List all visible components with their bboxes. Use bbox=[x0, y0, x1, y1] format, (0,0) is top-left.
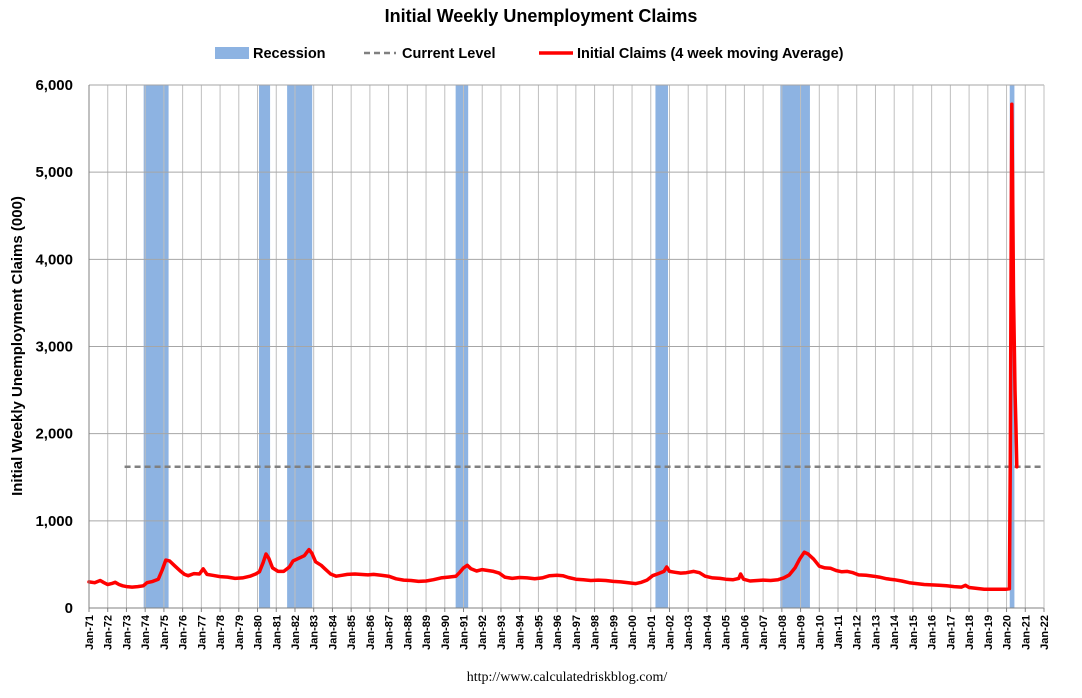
x-tick-label: Jan-21 bbox=[1020, 615, 1032, 650]
x-tick-label: Jan-11 bbox=[833, 615, 845, 649]
x-tick-label: Jan-80 bbox=[253, 615, 265, 650]
source-url: http://www.calculatedriskblog.com/ bbox=[467, 670, 668, 685]
x-tick-label: Jan-10 bbox=[814, 615, 826, 650]
x-tick-label: Jan-90 bbox=[440, 615, 452, 650]
x-tick-label: Jan-13 bbox=[871, 615, 883, 650]
x-tick-label: Jan-89 bbox=[421, 615, 433, 650]
x-tick-label: Jan-22 bbox=[1039, 615, 1051, 650]
x-tick-label: Jan-78 bbox=[215, 615, 227, 650]
x-tick-label: Jan-72 bbox=[103, 615, 115, 650]
x-tick-label: Jan-87 bbox=[384, 615, 396, 650]
x-tick-label: Jan-03 bbox=[683, 615, 695, 650]
legend-swatch-recession bbox=[215, 47, 249, 59]
y-tick-label: 3,000 bbox=[35, 339, 73, 356]
x-tick-label: Jan-73 bbox=[122, 615, 134, 650]
x-tick-label: Jan-20 bbox=[1002, 615, 1014, 650]
x-tick-label: Jan-91 bbox=[459, 615, 471, 650]
x-tick-label: Jan-95 bbox=[533, 615, 545, 650]
x-tick-label: Jan-92 bbox=[477, 615, 489, 650]
x-tick-label: Jan-93 bbox=[496, 615, 508, 650]
legend-label: Current Level bbox=[402, 46, 495, 62]
x-tick-label: Jan-83 bbox=[309, 615, 321, 650]
x-tick-label: Jan-96 bbox=[552, 615, 564, 650]
x-tick-label: Jan-17 bbox=[945, 615, 957, 650]
legend: Recession Current Level Initial Claims (4 … bbox=[215, 46, 844, 62]
x-tick-label: Jan-12 bbox=[852, 615, 864, 650]
x-tick-label: Jan-84 bbox=[327, 614, 339, 650]
x-tick-label: Jan-75 bbox=[159, 615, 171, 650]
legend-label: Recession bbox=[253, 46, 326, 62]
axes bbox=[88, 85, 1045, 612]
x-tick-label: Jan-07 bbox=[758, 615, 770, 650]
x-tick-label: Jan-71 bbox=[84, 615, 96, 650]
x-tick-label: Jan-09 bbox=[796, 615, 808, 650]
series-line-initial-claims bbox=[87, 102, 1019, 592]
x-tick-label: Jan-85 bbox=[346, 615, 358, 650]
x-tick-label: Jan-00 bbox=[627, 615, 639, 650]
x-tick-label: Jan-98 bbox=[590, 615, 602, 650]
x-tick-label: Jan-15 bbox=[908, 615, 920, 650]
y-tick-labels: 0 1,000 2,000 3,000 4,000 5,000 6,000 bbox=[35, 77, 73, 617]
y-tick-label: 1,000 bbox=[35, 513, 73, 530]
chart-title: Initial Weekly Unemployment Claims bbox=[385, 6, 698, 26]
x-tick-label: Jan-97 bbox=[571, 615, 583, 650]
y-tick-label: 4,000 bbox=[35, 251, 73, 268]
x-tick-label: Jan-16 bbox=[927, 615, 939, 650]
x-tick-label: Jan-79 bbox=[234, 615, 246, 650]
x-tick-label: Jan-88 bbox=[402, 615, 414, 650]
x-tick-label: Jan-82 bbox=[290, 615, 302, 650]
y-tick-label: 2,000 bbox=[35, 426, 73, 443]
x-tick-label: Jan-08 bbox=[777, 615, 789, 650]
x-tick-label: Jan-19 bbox=[983, 615, 995, 650]
y-tick-label: 5,000 bbox=[35, 164, 73, 181]
x-tick-label: Jan-81 bbox=[271, 615, 283, 650]
legend-label: Initial Claims (4 week moving Average) bbox=[577, 46, 844, 62]
x-tick-label: Jan-06 bbox=[739, 615, 751, 650]
series-layer bbox=[87, 102, 1019, 592]
y-axis-label: Initial Weekly Unemployment Claims (000) bbox=[9, 196, 26, 496]
x-tick-label: Jan-04 bbox=[702, 614, 714, 650]
y-tick-label: 0 bbox=[65, 600, 73, 617]
x-tick-label: Jan-77 bbox=[196, 615, 208, 650]
y-tick-label: 6,000 bbox=[35, 77, 73, 94]
x-tick-label: Jan-02 bbox=[665, 615, 677, 650]
x-tick-label: Jan-99 bbox=[608, 615, 620, 650]
x-tick-label: Jan-05 bbox=[721, 615, 733, 650]
x-tick-label: Jan-01 bbox=[646, 615, 658, 650]
x-tick-label: Jan-86 bbox=[365, 615, 377, 650]
x-tick-label: Jan-14 bbox=[889, 614, 901, 650]
x-tick-label: Jan-74 bbox=[140, 614, 152, 650]
x-tick-labels: Jan-71 Jan-72 Jan-73 Jan-74 Jan-75 Jan-76 Jan-… bbox=[84, 614, 1051, 650]
x-tick-label: Jan-94 bbox=[515, 614, 527, 650]
x-tick-label: Jan-18 bbox=[964, 615, 976, 650]
x-tick-label: Jan-76 bbox=[178, 615, 190, 650]
